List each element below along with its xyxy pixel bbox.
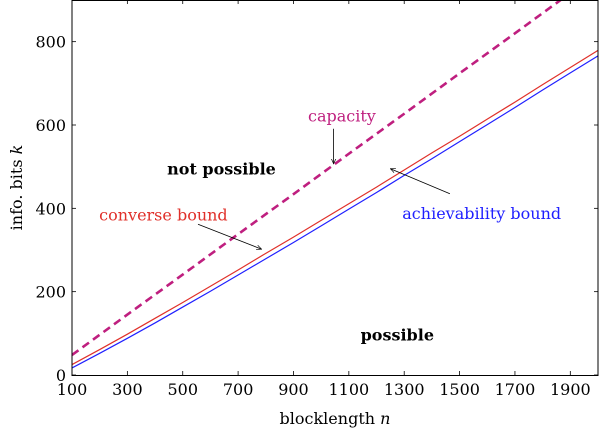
y-tick-label: 800 xyxy=(35,33,66,52)
series-line-capacity xyxy=(72,0,563,357)
x-tick-label: 1900 xyxy=(550,380,591,399)
x-tick-label: 300 xyxy=(112,380,143,399)
x-tick-label: 1100 xyxy=(328,380,369,399)
annotation-label-converse-bound: converse bound xyxy=(99,205,228,224)
y-tick-label: 400 xyxy=(35,199,66,218)
annotation-label-not-possible: not possible xyxy=(167,160,276,179)
x-tick-label: 700 xyxy=(223,380,254,399)
annotation-arrow-converse-bound xyxy=(197,223,262,249)
x-tick-label: 1300 xyxy=(384,380,425,399)
x-tick-label: 900 xyxy=(278,380,309,399)
x-tick-label: 1700 xyxy=(495,380,536,399)
series-line-achievability-bound xyxy=(72,55,599,369)
plot-frame xyxy=(71,0,599,376)
annotation-label-possible: possible xyxy=(361,325,434,344)
y-tick-label: 600 xyxy=(35,116,66,135)
x-tick-label: 500 xyxy=(167,380,198,399)
series-layer xyxy=(72,0,599,369)
series-line-converse-bound xyxy=(72,49,599,366)
y-tick-label: 0 xyxy=(56,366,66,385)
axis-layer: 100 300 500 700 900 1100 1300 1500 1700 1900 0 200 4… xyxy=(7,0,599,428)
annotation-arrow-achievability-bound xyxy=(390,169,451,195)
annotation-layer: capacity converse bound achievability boun… xyxy=(99,107,561,345)
annotation-label-capacity: capacity xyxy=(308,107,376,126)
x-tick-label: 100 xyxy=(57,380,88,399)
y-tick-label: 200 xyxy=(35,283,66,302)
y-axis-label: info. bits k xyxy=(7,145,26,231)
x-tick-label: 1500 xyxy=(439,380,480,399)
x-axis-label: blocklength n xyxy=(280,409,391,428)
annotation-label-achievability-bound: achievability bound xyxy=(402,204,561,223)
